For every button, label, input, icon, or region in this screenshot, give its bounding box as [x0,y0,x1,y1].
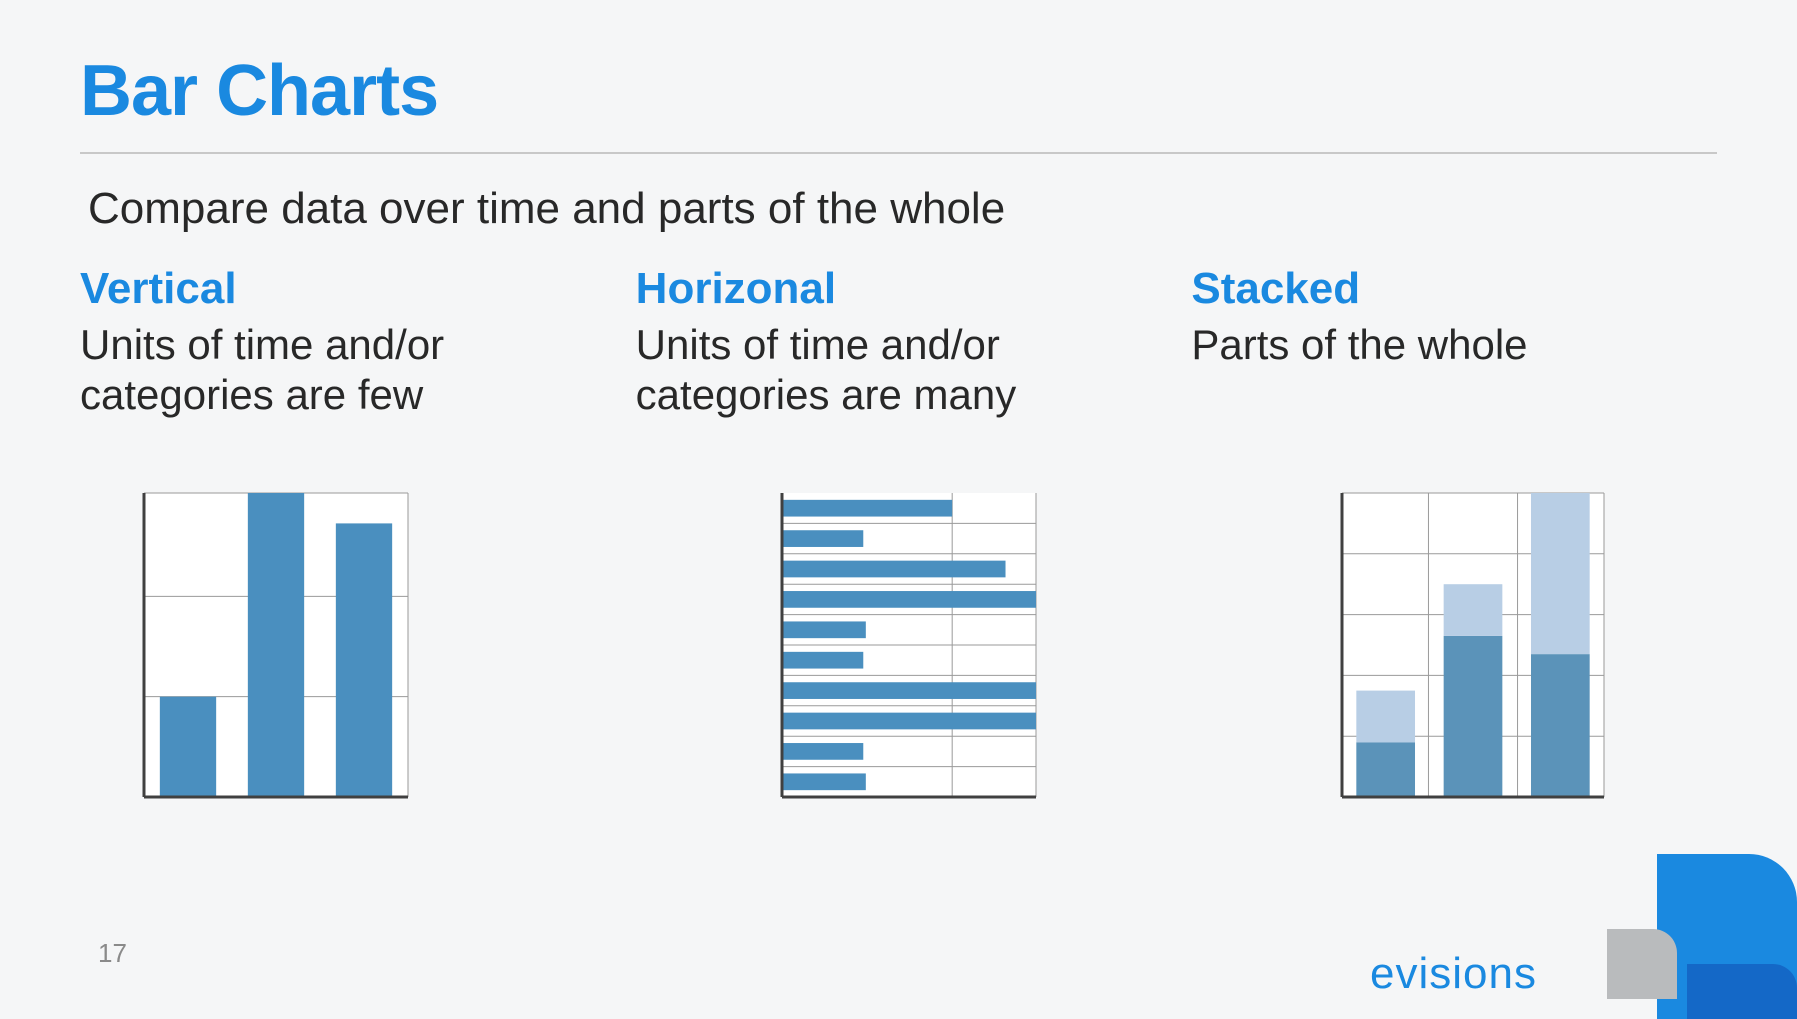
column-title: Horizonal [636,264,1162,314]
page-number: 17 [98,938,127,969]
columns-row: Vertical Units of time and/or categories… [80,264,1717,421]
chart-cell-stacked [1185,491,1717,801]
divider [80,152,1717,154]
column-desc: Units of time and/or categories are few [80,320,606,421]
logo-text: evisions [1370,949,1537,999]
vertical-bar-chart [140,491,410,801]
column-horizontal: Horizonal Units of time and/or categorie… [636,264,1162,421]
column-title: Vertical [80,264,606,314]
chart-cell-horizontal [662,491,1154,801]
horizontal-bar-chart [778,491,1038,801]
slide: Bar Charts Compare data over time and pa… [0,0,1797,1019]
brand-logo: evisions [1277,819,1797,1019]
column-title: Stacked [1191,264,1717,314]
logo-shape-icon [1687,964,1797,1019]
charts-row [80,491,1717,801]
column-stacked: Stacked Parts of the whole [1191,264,1717,421]
stacked-bar-chart [1336,491,1606,801]
chart-cell-vertical [80,491,632,801]
page-subtitle: Compare data over time and parts of the … [88,184,1717,234]
column-desc: Units of time and/or categories are many [636,320,1162,421]
column-vertical: Vertical Units of time and/or categories… [80,264,606,421]
logo-shape-icon [1607,929,1677,999]
column-desc: Parts of the whole [1191,320,1717,370]
page-title: Bar Charts [80,50,1717,132]
